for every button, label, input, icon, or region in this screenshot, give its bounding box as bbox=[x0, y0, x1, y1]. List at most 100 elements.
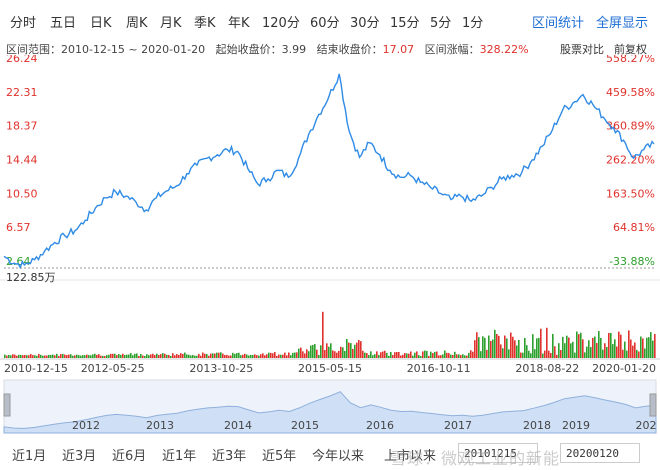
range-label: 区间范围： bbox=[6, 43, 61, 56]
stock-chart[interactable]: 26.24 558.27% 22.31 459.58% 18.37 360.89% 14.4… bbox=[0, 55, 660, 436]
tab-1min[interactable]: 1分 bbox=[462, 16, 484, 31]
tab-intraday[interactable]: 分时 bbox=[10, 16, 37, 31]
volume-bar bbox=[432, 353, 434, 358]
volume-bar bbox=[478, 337, 480, 358]
navigator-year-label: 2019 bbox=[562, 419, 590, 432]
tab-daily-k[interactable]: 日K bbox=[90, 16, 112, 31]
volume-bar bbox=[334, 351, 336, 358]
tab-30min[interactable]: 30分 bbox=[350, 16, 380, 31]
range-3m-button[interactable]: 近3月 bbox=[62, 449, 97, 464]
tab-5min[interactable]: 5分 bbox=[430, 16, 452, 31]
volume-bar bbox=[282, 354, 284, 358]
volume-bar bbox=[290, 355, 292, 358]
range-5y-button[interactable]: 近5年 bbox=[262, 449, 297, 464]
range-1m-button[interactable]: 近1月 bbox=[12, 449, 47, 464]
volume-bar bbox=[586, 346, 588, 358]
volume-bar bbox=[42, 355, 44, 358]
volume-bar bbox=[496, 334, 498, 358]
volume-bar bbox=[518, 339, 520, 358]
volume-bar bbox=[98, 354, 100, 358]
compare-stocks-link[interactable]: 股票对比 bbox=[560, 43, 604, 56]
volume-bar bbox=[492, 339, 494, 358]
volume-bar bbox=[400, 355, 402, 358]
range-1y-button[interactable]: 近1年 bbox=[162, 449, 197, 464]
volume-bar bbox=[158, 354, 160, 358]
volume-bar bbox=[182, 353, 184, 358]
volume-bar bbox=[174, 355, 176, 358]
volume-bar bbox=[588, 340, 590, 358]
volume-bar bbox=[426, 350, 428, 358]
adjust-mode-link[interactable]: 前复权 bbox=[614, 43, 647, 56]
volume-bar bbox=[288, 352, 290, 358]
volume-bar bbox=[644, 348, 646, 358]
volume-bar bbox=[354, 344, 356, 358]
y-left-tick-label: 14.44 bbox=[6, 154, 38, 167]
volume-bar bbox=[244, 353, 246, 358]
range-since-ipo-button[interactable]: 上市以来 bbox=[384, 449, 437, 464]
volume-bar bbox=[256, 355, 258, 358]
volume-bar bbox=[122, 353, 124, 358]
range-3y-button[interactable]: 近3年 bbox=[212, 449, 247, 464]
volume-bar bbox=[94, 353, 96, 358]
volume-bar bbox=[46, 355, 48, 358]
volume-bar bbox=[320, 345, 322, 358]
navigator-year-label: 2016 bbox=[366, 419, 394, 432]
volume-bar bbox=[230, 355, 232, 358]
tab-15min[interactable]: 15分 bbox=[390, 16, 420, 31]
volume-bar bbox=[638, 351, 640, 358]
range-ytd-button[interactable]: 今年以来 bbox=[312, 449, 365, 464]
volume-bar bbox=[258, 355, 260, 358]
volume-bar bbox=[530, 353, 532, 358]
volume-bar bbox=[346, 338, 348, 358]
tab-quarterly-k[interactable]: 季K bbox=[194, 16, 216, 31]
volume-bar bbox=[312, 345, 314, 358]
volume-bar bbox=[652, 340, 654, 358]
tab-monthly-k[interactable]: 月K bbox=[160, 16, 182, 31]
volume-bar bbox=[188, 354, 190, 358]
y-right-tick-label: 64.81% bbox=[613, 221, 655, 234]
volume-bar bbox=[366, 353, 368, 358]
volume-bar bbox=[110, 353, 112, 358]
volume-bar bbox=[456, 354, 458, 358]
tab-five-day[interactable]: 五日 bbox=[50, 16, 77, 31]
volume-bar bbox=[150, 354, 152, 358]
tab-60min[interactable]: 60分 bbox=[310, 16, 340, 31]
fullscreen-link[interactable]: 全屏显示 bbox=[596, 16, 649, 31]
volume-bar bbox=[356, 342, 358, 358]
volume-bar bbox=[80, 355, 82, 358]
volume-bar bbox=[10, 355, 12, 358]
volume-bar bbox=[542, 353, 544, 358]
range-stats-link[interactable]: 区间统计 bbox=[532, 16, 585, 31]
volume-bar bbox=[226, 354, 228, 358]
volume-bar bbox=[394, 352, 396, 358]
tab-yearly-k[interactable]: 年K bbox=[228, 16, 250, 31]
volume-bar bbox=[632, 345, 634, 358]
volume-bar bbox=[242, 354, 244, 358]
volume-bar bbox=[308, 351, 310, 358]
volume-bar bbox=[350, 343, 352, 358]
volume-bar bbox=[286, 355, 288, 358]
volume-bar bbox=[642, 338, 644, 358]
volume-bar bbox=[292, 352, 294, 358]
volume-bar bbox=[38, 353, 40, 358]
volume-bar bbox=[374, 354, 376, 358]
volume-bar bbox=[66, 355, 68, 358]
volume-bar bbox=[328, 346, 330, 358]
volume-bar bbox=[430, 351, 432, 358]
end-date-input[interactable]: 20200120 bbox=[560, 443, 640, 463]
volume-bar bbox=[470, 350, 472, 358]
volume-bar bbox=[360, 341, 362, 358]
volume-bar bbox=[606, 347, 608, 358]
volume-bar bbox=[554, 346, 556, 358]
volume-bar bbox=[602, 349, 604, 358]
volume-bar bbox=[314, 344, 316, 358]
volume-bar bbox=[340, 346, 342, 358]
range-6m-button[interactable]: 近6月 bbox=[112, 449, 147, 464]
tab-weekly-k[interactable]: 周K bbox=[126, 16, 148, 31]
volume-bar bbox=[362, 350, 364, 358]
tab-120min[interactable]: 120分 bbox=[262, 16, 300, 31]
volume-bar bbox=[76, 354, 78, 358]
start-date-input[interactable]: 20101215 bbox=[458, 443, 538, 463]
volume-bar bbox=[422, 351, 424, 358]
volume-bar bbox=[228, 355, 230, 358]
